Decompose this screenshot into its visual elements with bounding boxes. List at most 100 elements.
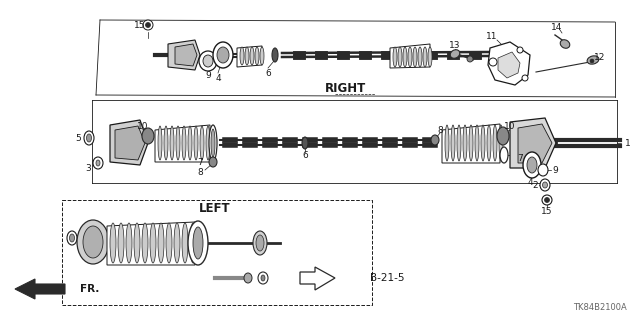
Ellipse shape	[253, 231, 267, 255]
Ellipse shape	[418, 47, 422, 67]
Circle shape	[522, 75, 528, 81]
Circle shape	[489, 58, 497, 66]
Ellipse shape	[193, 227, 203, 259]
Ellipse shape	[469, 125, 473, 161]
Circle shape	[590, 59, 594, 63]
Ellipse shape	[413, 47, 417, 67]
Ellipse shape	[261, 275, 265, 281]
Ellipse shape	[431, 135, 439, 145]
Polygon shape	[237, 46, 262, 67]
Text: 5: 5	[75, 133, 81, 142]
Text: 9: 9	[552, 165, 558, 174]
Ellipse shape	[182, 223, 188, 263]
Ellipse shape	[203, 55, 213, 67]
Polygon shape	[300, 267, 335, 290]
Ellipse shape	[250, 47, 254, 65]
Ellipse shape	[272, 48, 278, 62]
Ellipse shape	[302, 137, 308, 149]
Ellipse shape	[258, 272, 268, 284]
Polygon shape	[175, 44, 197, 66]
Ellipse shape	[403, 47, 407, 67]
Text: 6: 6	[302, 150, 308, 159]
Ellipse shape	[587, 56, 599, 64]
Ellipse shape	[497, 127, 509, 145]
Ellipse shape	[393, 47, 397, 67]
Circle shape	[467, 56, 473, 62]
Polygon shape	[488, 42, 530, 85]
Ellipse shape	[493, 125, 497, 161]
Ellipse shape	[209, 125, 217, 161]
Text: B-21-5: B-21-5	[370, 273, 404, 283]
Polygon shape	[518, 124, 552, 163]
Ellipse shape	[170, 126, 174, 160]
Ellipse shape	[540, 179, 550, 191]
Text: 1: 1	[625, 139, 631, 148]
Ellipse shape	[538, 164, 548, 176]
Text: LEFT: LEFT	[199, 202, 231, 214]
Text: 2: 2	[532, 180, 538, 189]
Ellipse shape	[126, 223, 132, 263]
Ellipse shape	[543, 182, 547, 188]
Ellipse shape	[463, 125, 467, 161]
Text: 12: 12	[595, 52, 605, 61]
Ellipse shape	[182, 126, 186, 160]
Polygon shape	[390, 44, 430, 68]
Polygon shape	[498, 52, 520, 78]
Ellipse shape	[256, 235, 264, 251]
Text: 11: 11	[486, 31, 498, 41]
Ellipse shape	[150, 223, 156, 263]
Ellipse shape	[83, 226, 103, 258]
Polygon shape	[155, 125, 210, 162]
Polygon shape	[510, 118, 556, 168]
Ellipse shape	[194, 126, 198, 160]
Ellipse shape	[158, 223, 164, 263]
Text: 3: 3	[85, 164, 91, 172]
Ellipse shape	[487, 125, 491, 161]
Text: 4: 4	[215, 74, 221, 83]
Text: RIGHT: RIGHT	[324, 82, 365, 94]
Circle shape	[545, 197, 550, 203]
Text: 13: 13	[449, 41, 461, 50]
Ellipse shape	[199, 51, 217, 71]
Text: 8: 8	[197, 167, 203, 177]
Ellipse shape	[450, 50, 460, 58]
Ellipse shape	[86, 134, 92, 142]
Ellipse shape	[142, 128, 154, 144]
Text: FR.: FR.	[80, 284, 99, 294]
Ellipse shape	[164, 126, 168, 160]
Text: 10: 10	[137, 122, 148, 131]
Ellipse shape	[260, 47, 264, 65]
Ellipse shape	[77, 220, 109, 264]
Polygon shape	[15, 279, 65, 299]
Circle shape	[145, 22, 150, 28]
Text: 15: 15	[134, 20, 146, 29]
Ellipse shape	[213, 42, 233, 68]
Ellipse shape	[445, 125, 449, 161]
Ellipse shape	[451, 125, 455, 161]
Circle shape	[542, 195, 552, 205]
Ellipse shape	[134, 223, 140, 263]
Ellipse shape	[560, 40, 570, 48]
Ellipse shape	[398, 47, 402, 67]
Text: TK84B2100A: TK84B2100A	[573, 303, 627, 313]
Circle shape	[143, 20, 153, 30]
Ellipse shape	[67, 231, 77, 245]
Text: 14: 14	[551, 22, 563, 31]
Ellipse shape	[255, 47, 259, 65]
Polygon shape	[168, 40, 200, 70]
Polygon shape	[115, 126, 145, 160]
Ellipse shape	[527, 157, 537, 173]
Ellipse shape	[142, 223, 148, 263]
Circle shape	[517, 47, 523, 53]
Ellipse shape	[245, 47, 249, 65]
Text: 4: 4	[527, 178, 533, 187]
Ellipse shape	[188, 221, 208, 265]
Text: 8: 8	[437, 125, 443, 134]
Ellipse shape	[457, 125, 461, 161]
Ellipse shape	[428, 47, 432, 67]
Ellipse shape	[499, 125, 503, 161]
Text: 15: 15	[541, 207, 553, 217]
Ellipse shape	[176, 126, 180, 160]
Ellipse shape	[166, 223, 172, 263]
Ellipse shape	[200, 126, 204, 160]
